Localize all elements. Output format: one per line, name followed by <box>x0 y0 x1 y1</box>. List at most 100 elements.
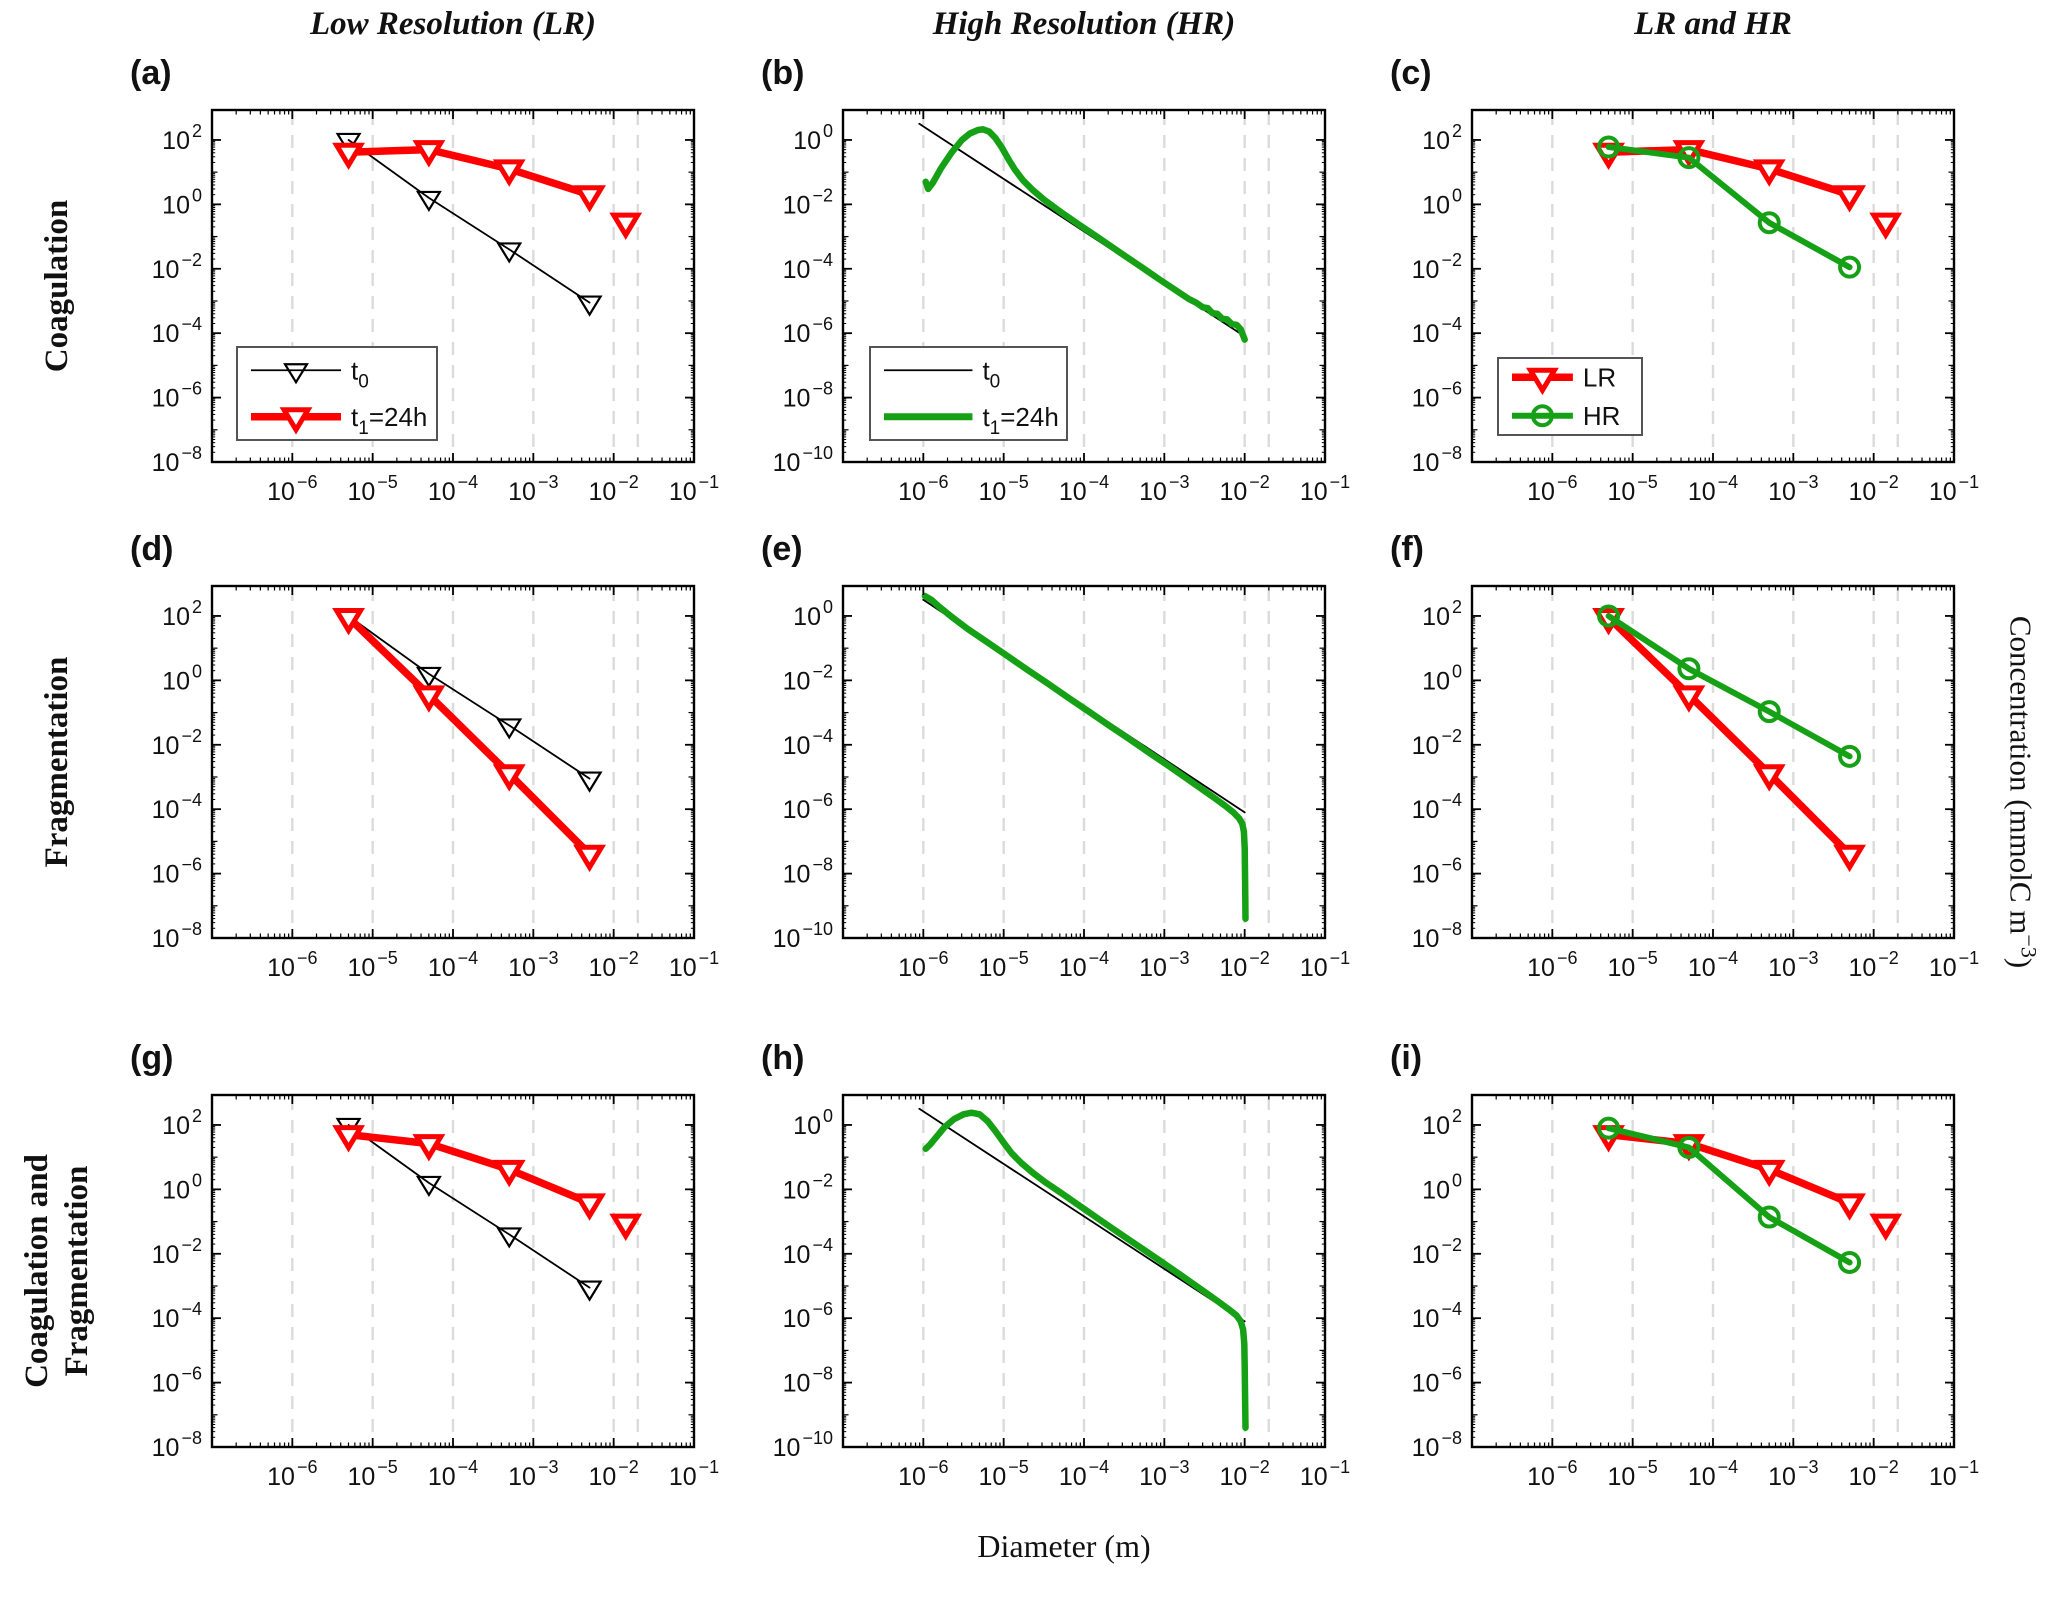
row-label-text-line2: Fragmentation <box>59 1165 95 1377</box>
x-axis-label-text: Diameter (m) <box>977 1528 1151 1564</box>
column-title-text: High Resolution (HR) <box>932 6 1236 42</box>
svg-text:102: 10 2 <box>162 121 202 155</box>
svg-text:LR: LR <box>1583 362 1616 392</box>
svg-text:10−5: 10 −5 <box>347 1457 397 1491</box>
svg-text:10−10: 10 −10 <box>773 919 833 953</box>
svg-text:100: 10 0 <box>1422 661 1462 695</box>
svg-text:10−5: 10 −5 <box>347 948 397 982</box>
svg-text:10−6: 10 −6 <box>1412 379 1462 413</box>
panel-letter-d: (d) <box>130 530 174 568</box>
svg-text:10−5: 10 −5 <box>1607 1457 1657 1491</box>
svg-text:10−8: 10 −8 <box>152 443 202 477</box>
panel-letter-f: (f) <box>1390 530 1424 568</box>
svg-text:10−4: 10 −4 <box>1412 790 1462 824</box>
svg-text:10−8: 10 −8 <box>783 379 833 413</box>
svg-text:10−5: 10 −5 <box>978 1457 1028 1491</box>
svg-text:10−3: 10 −3 <box>508 1457 558 1491</box>
svg-text:10−1: 10 −1 <box>669 1457 719 1491</box>
plot-content-d: 10 −6 10 −5 10 −4 10 −3 10 −2 10 −1 10 2 10 0 10 −2 10 −4 10… <box>152 584 719 982</box>
svg-text:10−5: 10 −5 <box>978 472 1028 506</box>
svg-text:100: 10 0 <box>162 661 202 695</box>
svg-text:100: 10 0 <box>1422 1170 1462 1204</box>
legend-b: t0 t1=24h <box>869 346 1068 441</box>
svg-text:100: 10 0 <box>793 1106 833 1140</box>
svg-text:10−2: 10 −2 <box>152 1235 202 1269</box>
legend-a: t0 t1=24h <box>236 346 438 441</box>
panel-letter-g: (g) <box>130 1039 174 1077</box>
svg-text:100: 10 0 <box>162 185 202 219</box>
svg-text:10−6: 10 −6 <box>898 948 948 982</box>
svg-text:10−8: 10 −8 <box>1412 443 1462 477</box>
svg-text:10−2: 10 −2 <box>783 661 833 695</box>
svg-text:100: 10 0 <box>793 121 833 155</box>
svg-text:10−8: 10 −8 <box>783 855 833 889</box>
svg-text:10−1: 10 −1 <box>1929 472 1979 506</box>
panel-letter-h: (h) <box>761 1039 805 1077</box>
row-label-text: Fragmentation <box>39 656 75 868</box>
svg-text:102: 10 2 <box>162 1106 202 1140</box>
svg-text:10−2: 10 −2 <box>1219 948 1269 982</box>
plot-content-a: 10 −6 10 −5 10 −4 10 −3 10 −2 10 −1 10 2 10 0 10 −2 10 −4 10… <box>152 108 719 506</box>
plot-content-f: 10 −6 10 −5 10 −4 10 −3 10 −2 10 −1 10 2 10 0 10 −2 10 −4 10… <box>1412 584 1979 982</box>
svg-text:10−1: 10 −1 <box>1300 1457 1350 1491</box>
svg-text:10−4: 10 −4 <box>783 250 833 284</box>
svg-text:10−4: 10 −4 <box>783 1235 833 1269</box>
svg-text:10−10: 10 −10 <box>773 443 833 477</box>
panel-a-plot: 10 −6 10 −5 10 −4 10 −3 10 −2 10 −1 10 2 10 0 10 −2 10 −4 10… <box>152 108 719 506</box>
svg-text:10−2: 10 −2 <box>588 472 638 506</box>
svg-text:10−2: 10 −2 <box>1219 1457 1269 1491</box>
column-title-text: Low Resolution (LR) <box>309 6 597 42</box>
row-label-text: Coagulation <box>39 199 75 373</box>
svg-text:10−3: 10 −3 <box>1768 1457 1818 1491</box>
svg-text:100: 10 0 <box>1422 185 1462 219</box>
svg-text:10−4: 10 −4 <box>1059 948 1109 982</box>
svg-text:10−6: 10 −6 <box>1527 1457 1577 1491</box>
svg-text:10−8: 10 −8 <box>152 919 202 953</box>
svg-text:10−3: 10 −3 <box>1768 472 1818 506</box>
svg-text:t0: t0 <box>982 355 1000 392</box>
svg-text:10−6: 10 −6 <box>783 1299 833 1333</box>
y-axis-label-text: Concentration (mmolC m <box>2003 615 2039 935</box>
svg-text:10−4: 10 −4 <box>1412 1299 1462 1333</box>
svg-text:10−2: 10 −2 <box>588 1457 638 1491</box>
svg-text:10−6: 10 −6 <box>267 472 317 506</box>
row-label-text-line1: Coagulation and <box>19 1154 55 1388</box>
svg-text:102: 10 2 <box>1422 597 1462 631</box>
x-axis-label-diameter: Diameter (m) <box>977 1528 1150 1565</box>
svg-text:10−3: 10 −3 <box>508 948 558 982</box>
plot-content-b: 10 −6 10 −5 10 −4 10 −3 10 −2 10 −1 10 0 10 −2 10 −4 10 −6 1… <box>773 108 1350 506</box>
y-axis-label-close: ) <box>2003 957 2039 969</box>
row-label-fragmentation: Fragmentation <box>37 657 77 868</box>
svg-text:10−8: 10 −8 <box>1412 1428 1462 1462</box>
svg-text:10−1: 10 −1 <box>669 948 719 982</box>
svg-text:10−1: 10 −1 <box>1929 948 1979 982</box>
svg-text:10−2: 10 −2 <box>783 1170 833 1204</box>
svg-text:10−6: 10 −6 <box>267 948 317 982</box>
svg-text:10−8: 10 −8 <box>1412 919 1462 953</box>
svg-text:10−4: 10 −4 <box>1688 1457 1738 1491</box>
svg-text:10−6: 10 −6 <box>783 790 833 824</box>
svg-text:10−5: 10 −5 <box>1607 472 1657 506</box>
column-title-text: LR and HR <box>1634 6 1792 42</box>
svg-text:102: 10 2 <box>162 597 202 631</box>
panel-i-plot: 10 −6 10 −5 10 −4 10 −3 10 −2 10 −1 10 2 10 0 10 −2 10 −4 10… <box>1412 1093 1979 1491</box>
legend-c: LR HR <box>1497 357 1643 436</box>
plot-content-g: 10 −6 10 −5 10 −4 10 −3 10 −2 10 −1 10 2 10 0 10 −2 10 −4 10… <box>152 1093 719 1491</box>
svg-text:10−3: 10 −3 <box>1139 472 1189 506</box>
svg-text:10−6: 10 −6 <box>898 1457 948 1491</box>
svg-text:10−2: 10 −2 <box>152 726 202 760</box>
column-title-low-resolution: Low Resolution (LR) <box>152 6 754 43</box>
panel-letter-e: (e) <box>761 530 803 568</box>
svg-text:100: 10 0 <box>793 597 833 631</box>
svg-text:10−5: 10 −5 <box>1607 948 1657 982</box>
svg-text:10−4: 10 −4 <box>1059 472 1109 506</box>
y-axis-label-exponent: −3 <box>2016 934 2042 958</box>
svg-text:10−6: 10 −6 <box>267 1457 317 1491</box>
plot-content-c: 10 −6 10 −5 10 −4 10 −3 10 −2 10 −1 10 2 10 0 10 −2 10 −4 10… <box>1412 108 1979 506</box>
svg-text:10−3: 10 −3 <box>508 472 558 506</box>
panel-letter-a: (a) <box>130 54 172 92</box>
svg-text:10−2: 10 −2 <box>1412 250 1462 284</box>
row-label-coagulation-and-fragmentation: Coagulation and Fragmentation <box>17 1154 97 1388</box>
svg-text:10−6: 10 −6 <box>1527 472 1577 506</box>
